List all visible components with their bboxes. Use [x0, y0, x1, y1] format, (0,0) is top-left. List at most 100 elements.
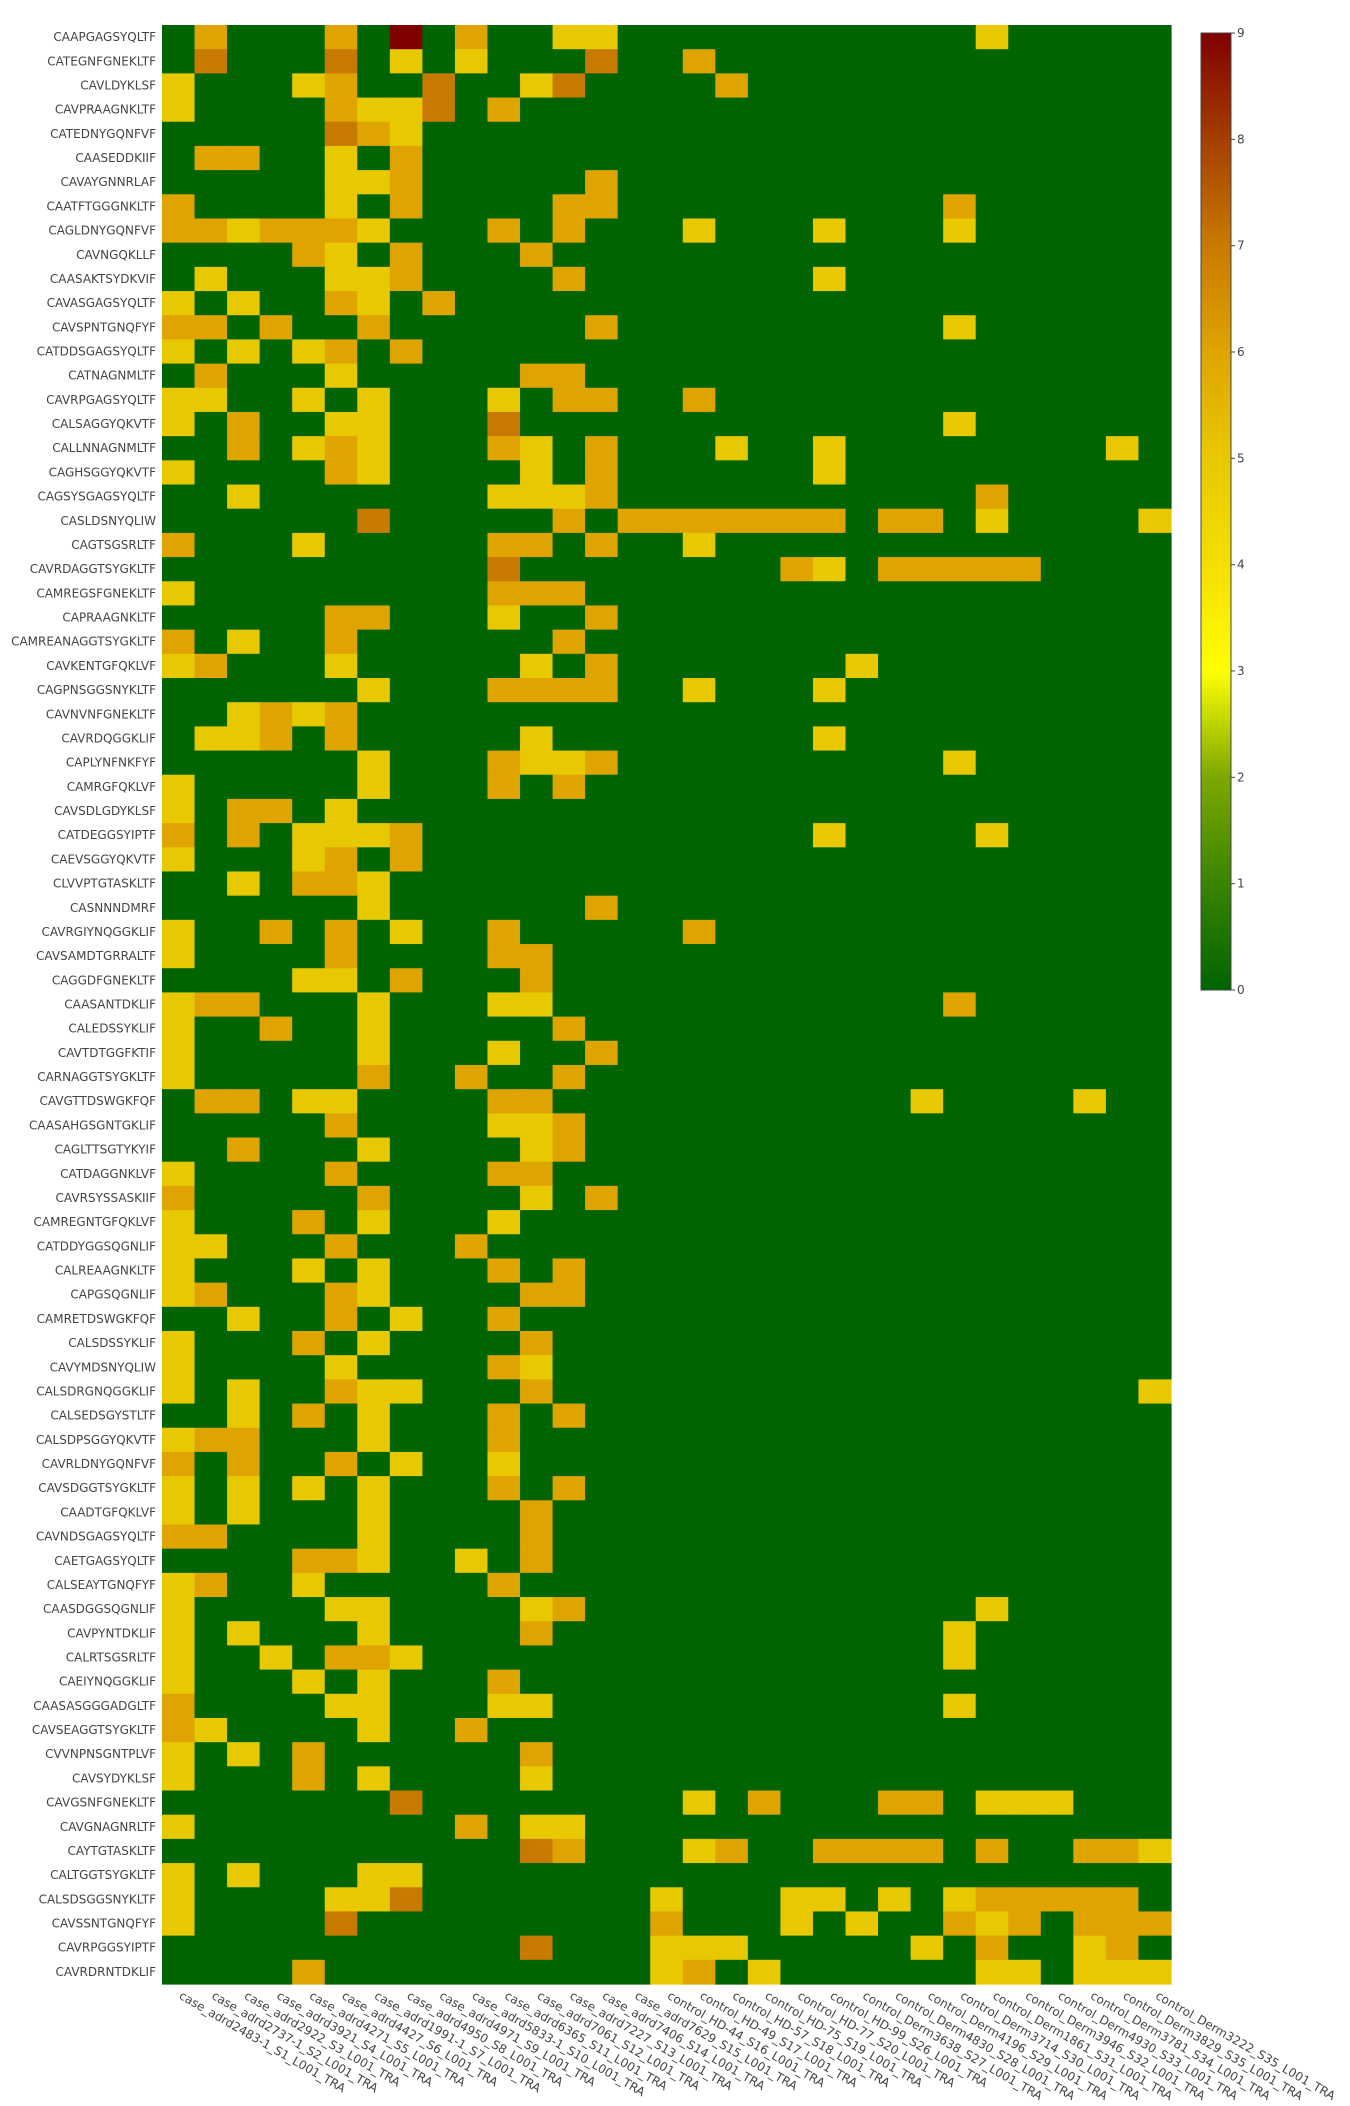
- heatmap-cell: [943, 774, 977, 800]
- heatmap-cell: [878, 1911, 912, 1937]
- heatmap-cell: [1073, 1403, 1107, 1429]
- heatmap-cell: [227, 484, 261, 510]
- heatmap-cell: [1073, 653, 1107, 679]
- heatmap-cell: [259, 1548, 293, 1574]
- heatmap-cell: [162, 944, 196, 969]
- heatmap-cell: [1040, 145, 1074, 171]
- heatmap-cell: [389, 1621, 423, 1647]
- heatmap-cell: [1105, 1911, 1140, 1937]
- heatmap-cell: [259, 1742, 293, 1767]
- heatmap-cell: [259, 847, 293, 873]
- heatmap-cell: [812, 1863, 847, 1888]
- heatmap-cell: [1105, 847, 1140, 873]
- heatmap-cell: [975, 1693, 1009, 1719]
- heatmap-cell: [389, 194, 423, 220]
- heatmap-cell: [259, 1887, 293, 1913]
- heatmap-cell: [975, 1355, 1009, 1380]
- heatmap-cell: [487, 436, 521, 461]
- heatmap-cell: [454, 1814, 489, 1840]
- heatmap-cell: [357, 266, 391, 292]
- heatmap-cell: [389, 1451, 423, 1477]
- heatmap-cell: [422, 1064, 456, 1090]
- heatmap-cell: [389, 1863, 423, 1888]
- heatmap-cell: [454, 798, 489, 824]
- heatmap-cell: [1008, 871, 1042, 897]
- heatmap-cell: [943, 1427, 977, 1453]
- heatmap-cell: [520, 145, 554, 171]
- heatmap-cell: [1073, 1234, 1107, 1260]
- heatmap-cell: [1073, 1717, 1107, 1743]
- heatmap-cell: [1138, 484, 1172, 510]
- heatmap-cell: [520, 1258, 554, 1284]
- heatmap-cell: [1073, 1669, 1107, 1695]
- heatmap-cell: [812, 170, 847, 195]
- heatmap-cell: [324, 944, 358, 969]
- heatmap-cell: [1040, 895, 1074, 921]
- heatmap-cell: [845, 1379, 879, 1405]
- heatmap-cell: [845, 1645, 879, 1671]
- heatmap-cell: [292, 823, 326, 848]
- heatmap-cell: [617, 1500, 651, 1526]
- heatmap-cell: [422, 1137, 456, 1163]
- heatmap-cell: [194, 1113, 228, 1139]
- heatmap-cell: [975, 387, 1009, 413]
- heatmap-cell: [1105, 170, 1140, 195]
- heatmap-cell: [1040, 1089, 1074, 1114]
- heatmap-cell: [227, 823, 261, 848]
- heatmap-cell: [780, 1500, 814, 1526]
- heatmap-cell: [1105, 25, 1140, 50]
- heatmap-cell: [878, 145, 912, 171]
- heatmap-cell: [552, 1210, 586, 1235]
- heatmap-cell: [878, 798, 912, 824]
- heatmap-cell: [975, 170, 1009, 195]
- heatmap-cell: [454, 847, 489, 873]
- heatmap-cell: [324, 170, 358, 195]
- heatmap-cell: [259, 291, 293, 316]
- heatmap-cell: [1138, 847, 1172, 873]
- heatmap-cell: [389, 242, 423, 268]
- heatmap-cell: [162, 1887, 196, 1913]
- heatmap-cell: [1073, 1693, 1107, 1719]
- heatmap-cell: [194, 1500, 228, 1526]
- y-tick-label: CALSEAYTGNQFYF: [47, 1578, 156, 1592]
- heatmap-cell: [780, 145, 814, 171]
- heatmap-cell: [878, 895, 912, 921]
- heatmap-cell: [389, 266, 423, 292]
- heatmap-cell: [715, 1959, 749, 1985]
- heatmap-cell: [422, 1742, 456, 1767]
- heatmap-cell: [1138, 1064, 1172, 1090]
- heatmap-cell: [943, 605, 977, 631]
- heatmap-cell: [292, 1185, 326, 1211]
- heatmap-cell: [357, 1064, 391, 1090]
- heatmap-cell: [780, 460, 814, 486]
- heatmap-cell: [975, 436, 1009, 461]
- heatmap-cell: [552, 387, 586, 413]
- heatmap-cell: [650, 460, 684, 486]
- heatmap-cell: [520, 242, 554, 268]
- heatmap-cell: [389, 1258, 423, 1284]
- heatmap-cell: [845, 508, 879, 534]
- heatmap-cell: [845, 895, 879, 921]
- heatmap-cell: [422, 847, 456, 873]
- heatmap-cell: [1008, 484, 1042, 510]
- heatmap-cell: [162, 1863, 196, 1888]
- heatmap-cell: [975, 1064, 1009, 1090]
- heatmap-cell: [259, 750, 293, 776]
- heatmap-cell: [650, 1959, 684, 1985]
- heatmap-cell: [1008, 49, 1042, 74]
- heatmap-cell: [422, 1089, 456, 1114]
- heatmap-cell: [194, 532, 228, 558]
- heatmap-cell: [357, 1838, 391, 1864]
- heatmap-cell: [747, 1597, 782, 1622]
- heatmap-cell: [194, 1911, 228, 1937]
- heatmap-cell: [194, 1887, 228, 1913]
- heatmap-cell: [422, 218, 456, 244]
- heatmap-cell: [227, 1282, 261, 1308]
- heatmap-cell: [292, 557, 326, 582]
- heatmap-cell: [357, 1355, 391, 1380]
- heatmap-cell: [845, 339, 879, 365]
- heatmap-cell: [715, 436, 749, 461]
- heatmap-cell: [1040, 1113, 1074, 1139]
- y-tick-label: CALSAGGYQKVTF: [52, 417, 156, 431]
